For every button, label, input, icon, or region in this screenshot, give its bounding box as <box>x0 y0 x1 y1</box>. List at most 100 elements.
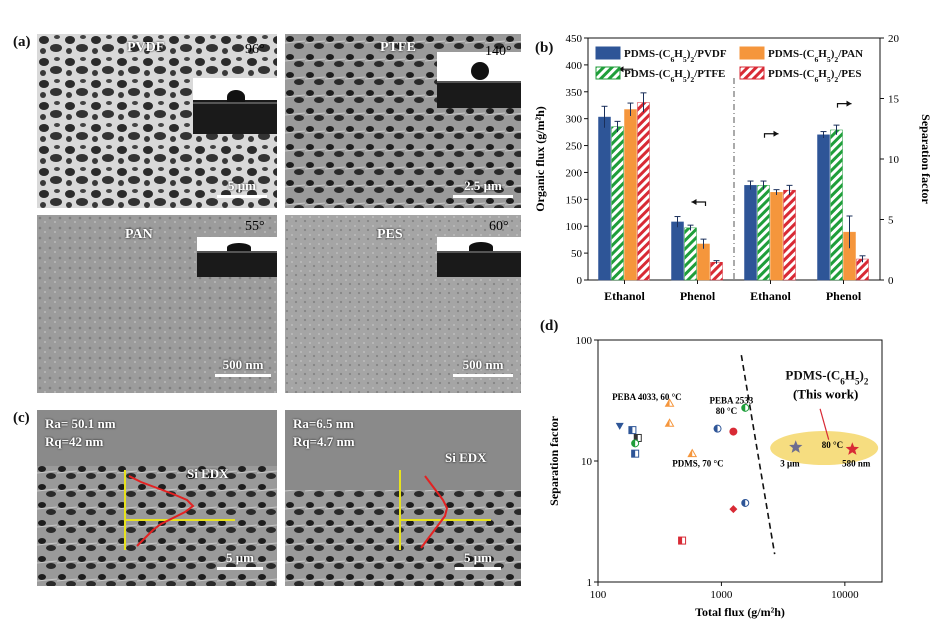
legend-label: PDMS-(C6H5)2/PAN <box>768 48 863 64</box>
scale-label-cross-1: 5 μm <box>226 550 254 565</box>
roughness-ra-2: Ra=6.5 nm <box>293 416 354 431</box>
data-point-star <box>789 440 803 453</box>
edx-label-1: Si EDX <box>187 466 229 481</box>
cross-section-texture-1 <box>37 410 277 586</box>
panel-label-b: (b) <box>535 40 554 56</box>
bar <box>710 262 723 281</box>
data-point-half <box>665 419 670 427</box>
data-point-half <box>631 439 636 447</box>
contact-angle-inset-ptfe <box>437 52 521 108</box>
contact-angle-inset-pan <box>197 237 277 277</box>
scale-bar-ptfe: 2.5 μm <box>453 178 513 198</box>
sem-image-pes: PES 60° 500 nm <box>285 215 521 393</box>
bar <box>744 185 757 281</box>
sem-label-pes: PES <box>377 227 403 242</box>
x-tick-label: Phenol <box>826 289 862 303</box>
scale-bar-pes: 500 nm <box>453 357 513 377</box>
y2-axis-label: Separation factor <box>919 114 933 204</box>
y-tick-label: 0 <box>577 275 583 287</box>
y-tick-label: 150 <box>566 194 583 206</box>
scale-bar-cross-1: 5 μm <box>217 550 263 570</box>
y2-tick-label: 10 <box>888 154 900 166</box>
sem-image-pvdf: PVDF 96° 5 μm <box>37 34 277 208</box>
legend-swatch <box>595 66 621 80</box>
annotation-label: 80 °C <box>716 406 737 416</box>
sem-label-ptfe: PTFE <box>380 40 416 55</box>
contact-angle-inset-pvdf <box>193 78 277 134</box>
panel-label-a: (a) <box>13 34 31 50</box>
annotation-arrow <box>819 408 830 440</box>
y2-tick-label: 15 <box>888 94 900 106</box>
y2-tick-label: 0 <box>888 275 894 287</box>
panel-label-d: (d) <box>540 318 559 334</box>
y-tick-label: 200 <box>566 167 583 179</box>
legend-swatch <box>595 46 621 60</box>
roughness-ra-1: Ra= 50.1 nm <box>45 416 116 431</box>
bar <box>684 227 697 281</box>
roughness-rq-1: Rq=42 nm <box>45 434 104 449</box>
x-tick-label: 1000 <box>710 589 733 601</box>
scale-label-pvdf: 5 μm <box>228 178 256 193</box>
x-tick-label: 10000 <box>831 589 859 601</box>
edx-label-2: Si EDX <box>445 450 487 465</box>
axis-arrow-head <box>773 130 779 137</box>
annotation-label: PEBA 4033, 60 °C <box>612 392 682 402</box>
annotation-label: PDMS-(C6H5)2 <box>785 368 868 387</box>
y2-tick-label: 5 <box>888 215 894 227</box>
y-tick-label: 300 <box>566 114 583 126</box>
axis-arrow-head <box>691 199 697 206</box>
droplet-icon <box>227 90 245 104</box>
annotation-label: 3 μm <box>780 459 800 469</box>
data-point-diamond <box>729 505 738 514</box>
panel-label-c: (c) <box>13 410 30 426</box>
y-tick-label: 250 <box>566 141 583 153</box>
scale-bar-pvdf: 5 μm <box>217 178 267 198</box>
cross-section-image-2: Ra=6.5 nm Rq=4.7 nm Si EDX 5 μm <box>285 410 521 586</box>
scale-bar-pan: 500 nm <box>215 357 271 377</box>
data-point-triangle <box>615 422 624 430</box>
contact-angle-pvdf: 96° <box>245 42 265 57</box>
sem-label-pvdf: PVDF <box>127 40 165 55</box>
bar <box>671 221 684 281</box>
legend-label: PDMS-(C6H5)2/PTFE <box>624 68 725 84</box>
annotation-label: 80 °C <box>822 440 843 450</box>
y-tick-label: 100 <box>576 335 593 347</box>
bar-chart-b: 0 50 100 150 200 250 300 350 400 450 0 5 10 15 20 Organ… <box>533 33 933 303</box>
sem-label-pan: PAN <box>125 227 153 242</box>
bar <box>830 129 843 281</box>
annotation-label: PEBA 2533 <box>709 395 753 405</box>
bar <box>624 109 637 281</box>
contact-angle-ptfe: 140° <box>485 44 512 59</box>
y-tick-label: 50 <box>571 248 583 260</box>
y-axis-label: Organic flux (g/m²h) <box>533 106 547 212</box>
sem-image-ptfe: PTFE 140° 2.5 μm <box>285 34 521 208</box>
data-point-half <box>688 449 693 457</box>
axis-arrow-head <box>618 66 624 73</box>
y-tick-label: 10 <box>581 456 593 468</box>
bar <box>637 102 650 281</box>
y-tick-label: 100 <box>566 221 583 233</box>
data-point-half <box>631 450 636 458</box>
droplet-icon <box>227 243 251 252</box>
bar <box>611 126 624 281</box>
contact-angle-pan: 55° <box>245 219 265 234</box>
x-tick-label: Phenol <box>680 289 716 303</box>
x-tick-label: Ethanol <box>604 289 645 303</box>
scale-label-cross-2: 5 μm <box>464 550 492 565</box>
data-point-circle <box>729 427 738 436</box>
droplet-icon <box>471 62 489 80</box>
y-tick-label: 400 <box>566 60 583 72</box>
data-point-half <box>665 399 670 407</box>
droplet-icon <box>469 242 493 252</box>
x-axis-label: Total flux (g/m²h) <box>695 605 785 619</box>
data-point-star <box>845 442 859 455</box>
legend-swatch <box>739 66 765 80</box>
axis-arrow-head <box>846 100 852 107</box>
y-tick-label: 350 <box>566 87 583 99</box>
y2-tick-label: 20 <box>888 33 900 45</box>
sem-image-pan: PAN 55° 500 nm <box>37 215 277 393</box>
legend-label: PDMS-(C6H5)2/PVDF <box>624 48 727 64</box>
annotation-label: PDMS, 70 °C <box>672 459 723 469</box>
bar <box>697 243 710 281</box>
cross-section-texture-2 <box>285 410 521 586</box>
